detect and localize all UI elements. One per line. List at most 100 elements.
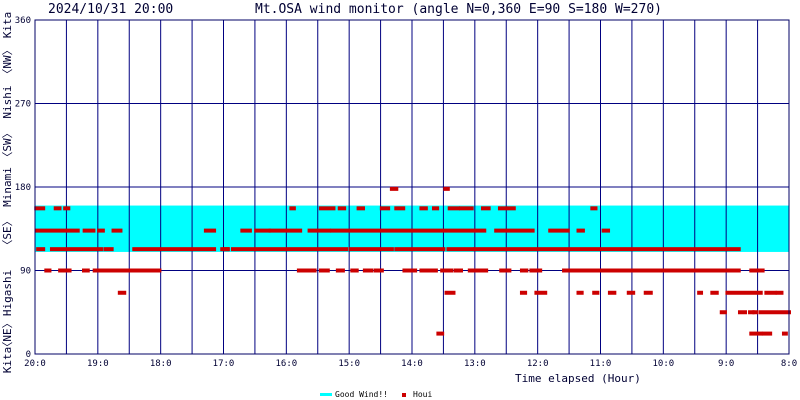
houi-mark <box>529 268 543 273</box>
houi-mark <box>601 228 611 233</box>
houi-mark <box>307 228 332 233</box>
houi-mark <box>296 268 317 273</box>
houi-mark <box>335 268 345 273</box>
houi-mark <box>362 268 374 273</box>
houi-mark <box>34 206 46 211</box>
legend-houi-label: Houi <box>413 390 432 399</box>
houi-mark <box>337 206 347 211</box>
houi-mark <box>373 268 384 273</box>
houi-mark <box>318 206 336 211</box>
houi-mark <box>318 268 330 273</box>
houi-mark <box>230 247 349 252</box>
houi-mark <box>97 228 105 233</box>
houi-mark <box>394 247 446 252</box>
houi-mark <box>356 206 365 211</box>
x-tick-label: 13:0 <box>464 359 486 369</box>
houi-mark <box>92 268 102 273</box>
houi-mark <box>519 290 528 295</box>
houi-mark <box>697 290 704 295</box>
side-direction-labels: Kita〈NE〉Higashi〈SE〉Minami〈SW〉Nishi〈NW〉Ki… <box>1 12 14 374</box>
houi-mark <box>781 331 788 336</box>
houi-mark <box>719 310 727 315</box>
houi-mark <box>53 206 62 211</box>
houi-mark <box>203 228 217 233</box>
x-tick-label: 19:0 <box>87 359 109 369</box>
houi-mark <box>752 310 759 315</box>
side-direction-label: 〈NE〉 <box>1 317 14 352</box>
x-tick-label: 8:0 <box>781 359 797 369</box>
houi-mark <box>453 268 464 273</box>
houi-mark <box>548 228 570 233</box>
houi-mark <box>775 290 784 295</box>
houi-mark <box>459 206 474 211</box>
houi-mark <box>748 310 755 315</box>
houi-mark <box>100 268 144 273</box>
houi-mark <box>494 228 535 233</box>
side-direction-label: 〈NW〉 <box>1 44 14 79</box>
x-tick-label: 12:0 <box>527 359 549 369</box>
side-direction-label: Minami <box>1 167 14 207</box>
x-tick-label: 10:0 <box>652 359 674 369</box>
houi-mark <box>725 290 763 295</box>
datetime-label: 2024/10/31 20:00 <box>48 2 173 17</box>
houi-mark <box>749 268 765 273</box>
houi-mark <box>82 228 96 233</box>
x-tick-label: 17:0 <box>213 359 235 369</box>
houi-mark <box>111 228 123 233</box>
y-tick-label: 0 <box>26 350 31 360</box>
y-tick-label: 180 <box>15 183 31 193</box>
houi-mark <box>481 206 491 211</box>
houi-mark <box>402 268 418 273</box>
houi-mark <box>637 268 741 273</box>
houi-marks <box>34 186 791 336</box>
houi-mark <box>132 247 217 252</box>
legend-good-label: Good Wind!! <box>335 390 388 399</box>
side-direction-label: Kita <box>1 12 14 39</box>
y-tick-label: 90 <box>20 267 31 277</box>
houi-mark <box>472 247 741 252</box>
houi-mark <box>254 228 271 233</box>
houi-mark <box>82 268 90 273</box>
houi-mark <box>36 247 46 252</box>
houi-mark <box>758 310 791 315</box>
houi-mark <box>350 268 359 273</box>
houi-mark <box>643 290 653 295</box>
x-tick-label: 11:0 <box>590 359 612 369</box>
houi-mark <box>590 206 598 211</box>
houi-mark <box>749 331 763 336</box>
houi-mark <box>142 268 162 273</box>
x-tick-label: 20:0 <box>24 359 46 369</box>
houi-mark <box>576 290 584 295</box>
houi-mark <box>447 206 460 211</box>
x-tick-label: 14:0 <box>401 359 423 369</box>
houi-mark <box>240 228 252 233</box>
legend: Good Wind!! Houi <box>320 390 432 399</box>
x-tick-label: 18:0 <box>150 359 172 369</box>
houi-mark <box>761 331 773 336</box>
houi-mark <box>63 206 71 211</box>
chart-title: Mt.OSA wind monitor (angle N=0,360 E=90 … <box>255 2 662 17</box>
x-tick-label: 9:0 <box>718 359 734 369</box>
side-direction-label: Nishi <box>1 85 14 118</box>
houi-mark <box>394 206 406 211</box>
houi-mark <box>436 331 445 336</box>
houi-mark <box>117 290 127 295</box>
houi-mark <box>34 228 80 233</box>
houi-mark <box>419 268 438 273</box>
houi-mark <box>431 206 440 211</box>
houi-mark <box>534 290 548 295</box>
houi-mark <box>58 268 72 273</box>
houi-mark <box>737 310 748 315</box>
houi-mark <box>222 247 230 252</box>
y-tick-label: 270 <box>15 100 31 110</box>
houi-mark <box>443 186 450 191</box>
houi-mark <box>446 247 474 252</box>
side-direction-label: 〈SE〉 <box>1 215 14 250</box>
houi-mark <box>497 206 516 211</box>
houi-mark <box>764 290 777 295</box>
houi-mark <box>440 268 454 273</box>
x-axis-label: Time elapsed (Hour) <box>515 372 641 385</box>
houi-mark <box>562 268 581 273</box>
side-direction-label: 〈SW〉 <box>1 127 14 162</box>
